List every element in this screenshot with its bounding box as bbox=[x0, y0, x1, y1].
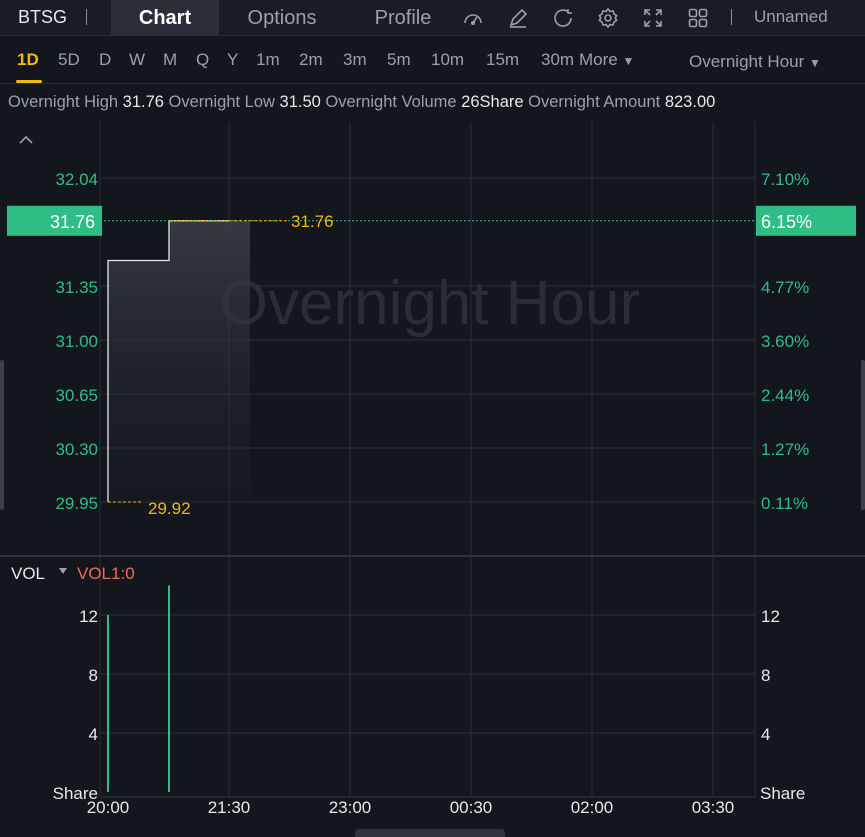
ticker-symbol[interactable]: BTSG bbox=[18, 7, 68, 27]
volume-indicator: VOL1:0 bbox=[77, 564, 135, 583]
session-selector[interactable]: Overnight Hour ▼ bbox=[689, 52, 821, 72]
grid-layout-icon[interactable] bbox=[686, 6, 710, 30]
volume-label: VOL bbox=[11, 564, 45, 583]
time-tick-label: 20:00 bbox=[87, 798, 130, 817]
period-1m[interactable]: 1m bbox=[256, 50, 280, 69]
divider bbox=[86, 9, 87, 25]
price-tick-label: 30.65 bbox=[55, 386, 98, 405]
period-1d[interactable]: 1D bbox=[17, 50, 39, 69]
overnight-stats: Overnight High 31.76 Overnight Low 31.50… bbox=[8, 93, 715, 112]
price-tick-label: 29.95 bbox=[55, 494, 98, 513]
divider bbox=[731, 9, 732, 25]
price-tick-label: 31.35 bbox=[55, 278, 98, 297]
price-tick-label: 32.04 bbox=[55, 170, 98, 189]
stat-high: 31.76 bbox=[122, 93, 164, 111]
period-10m[interactable]: 10m bbox=[431, 50, 465, 69]
high-marker-label: 31.76 bbox=[291, 212, 334, 231]
period-5m[interactable]: 5m bbox=[387, 50, 411, 69]
volume-tick-label: 12 bbox=[761, 607, 780, 626]
stat-volume: 26Share bbox=[461, 93, 524, 111]
more-periods-dropdown[interactable]: More ▼ bbox=[579, 50, 634, 70]
stat-label: Overnight High bbox=[8, 93, 119, 111]
time-tick-label: 03:30 bbox=[692, 798, 735, 817]
collapse-chevron-icon bbox=[19, 135, 33, 144]
draw-pen-icon[interactable] bbox=[506, 6, 530, 30]
period-m[interactable]: M bbox=[163, 50, 178, 69]
more-label: More bbox=[579, 50, 618, 69]
percent-tick-label: 4.77% bbox=[761, 278, 809, 297]
percent-tick-label: 1.27% bbox=[761, 440, 809, 459]
refresh-icon[interactable] bbox=[551, 6, 575, 30]
volume-unit-label: Share bbox=[53, 784, 98, 803]
percent-tick-label: 3.60% bbox=[761, 332, 809, 351]
caret-down-icon: ▼ bbox=[622, 54, 635, 68]
volume-tick-label: 8 bbox=[89, 666, 98, 685]
session-label: Overnight Hour bbox=[689, 52, 805, 71]
period-15m[interactable]: 15m bbox=[486, 50, 520, 69]
stat-low: 31.50 bbox=[279, 93, 321, 111]
current-price-badge bbox=[7, 205, 102, 236]
volume-tick-label: 12 bbox=[79, 607, 98, 626]
volume-tick-label: 8 bbox=[761, 666, 770, 685]
fullscreen-icon[interactable] bbox=[641, 6, 665, 30]
period-2m[interactable]: 2m bbox=[299, 50, 323, 69]
left-panel-handle[interactable] bbox=[0, 360, 4, 510]
period-bar: 1D 5D D W M Q Y 1m 2m 3m 5m 10m 15m 30m … bbox=[0, 36, 865, 84]
top-nav-bar: BTSG Chart Options Profile Unnamed bbox=[0, 0, 865, 36]
bottom-panel-handle[interactable] bbox=[355, 829, 505, 837]
period-30m[interactable]: 30m bbox=[541, 50, 575, 69]
period-5d[interactable]: 5D bbox=[58, 50, 80, 69]
current-price-value: 31.76 bbox=[50, 212, 95, 232]
tab-options[interactable]: Options bbox=[247, 7, 317, 29]
price-tick-label: 30.30 bbox=[55, 440, 98, 459]
stat-label: Overnight Low bbox=[168, 93, 275, 111]
volume-tick-label: 4 bbox=[761, 725, 770, 744]
stat-label: Overnight Amount bbox=[528, 93, 661, 111]
volume-unit-label: Share bbox=[760, 784, 805, 803]
active-period-indicator bbox=[16, 80, 42, 83]
stat-label: Overnight Volume bbox=[325, 93, 457, 111]
period-d[interactable]: D bbox=[99, 50, 112, 69]
period-3m[interactable]: 3m bbox=[343, 50, 367, 69]
tab-profile[interactable]: Profile bbox=[374, 7, 432, 29]
stat-amount: 823.00 bbox=[664, 93, 716, 111]
tab-chart[interactable]: Chart bbox=[111, 0, 219, 36]
right-panel-handle[interactable] bbox=[861, 360, 865, 510]
percent-tick-label: 7.10% bbox=[761, 170, 809, 189]
caret-down-icon bbox=[59, 568, 67, 574]
time-tick-label: 00:30 bbox=[450, 798, 493, 817]
volume-tick-label: 4 bbox=[89, 725, 98, 744]
low-marker-label: 29.92 bbox=[148, 499, 191, 518]
period-w[interactable]: W bbox=[129, 50, 146, 69]
chart-watermark: Overnight Hour bbox=[220, 269, 640, 338]
price-tick-label: 31.00 bbox=[55, 332, 98, 351]
time-tick-label: 21:30 bbox=[208, 798, 251, 817]
price-area bbox=[108, 220, 250, 502]
time-tick-label: 02:00 bbox=[571, 798, 614, 817]
percent-tick-label: 2.44% bbox=[761, 386, 809, 405]
period-y[interactable]: Y bbox=[227, 50, 239, 69]
period-q[interactable]: Q bbox=[196, 50, 210, 69]
gear-icon[interactable] bbox=[596, 6, 620, 30]
time-tick-label: 23:00 bbox=[329, 798, 372, 817]
gauge-icon[interactable] bbox=[461, 6, 485, 30]
price-chart[interactable]: Overnight Hour 31.76 29.92 32.04 31.35 31.00 3… bbox=[0, 122, 865, 837]
caret-down-icon: ▼ bbox=[809, 56, 821, 70]
layout-name[interactable]: Unnamed bbox=[754, 7, 828, 26]
current-pct-badge bbox=[756, 205, 856, 236]
percent-tick-label: 0.11% bbox=[761, 494, 808, 513]
current-pct-value: 6.15% bbox=[761, 212, 812, 232]
